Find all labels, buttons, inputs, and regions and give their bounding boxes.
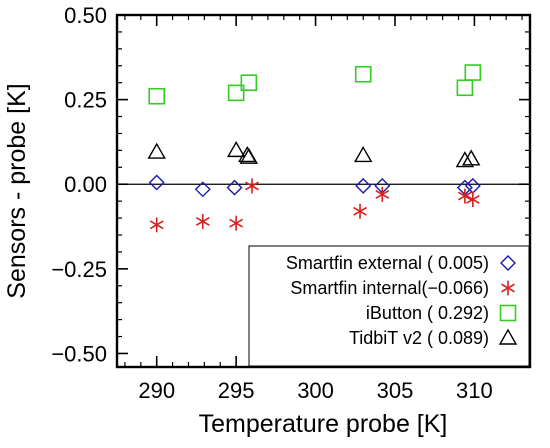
data-point-asterisk: [195, 213, 210, 229]
data-point-triangle: [147, 142, 166, 159]
x-tick-label: 300: [297, 378, 334, 403]
legend-label: Smartfin internal(−0.066): [290, 278, 489, 298]
legend-marker-diamond: [500, 255, 516, 271]
legend-marker-triangle: [498, 328, 518, 345]
legend-label: TidbiT v2 ( 0.089): [349, 328, 489, 348]
x-tick-label: 295: [218, 378, 255, 403]
data-point-square: [456, 79, 474, 97]
tick-labels: 290 295 300 305 310 −0.50 −0.25 0.00 0.25 0.50: [51, 3, 492, 403]
y-tick-label: 0.50: [64, 3, 107, 28]
data-markers: [147, 64, 482, 233]
data-point-triangle: [462, 149, 481, 166]
data-point-square: [464, 64, 482, 81]
data-point-asterisk: [229, 215, 244, 231]
y-tick-label: −0.50: [51, 341, 107, 366]
legend-box: [248, 245, 530, 367]
data-point-asterisk: [465, 191, 480, 207]
legend-marker-asterisk: [501, 280, 515, 296]
data-point-asterisk: [353, 203, 367, 219]
data-point-asterisk: [149, 217, 164, 233]
y-tick-label: 0.00: [64, 172, 107, 197]
data-point-triangle: [239, 147, 259, 164]
data-point-asterisk: [457, 188, 472, 204]
data-point-diamond: [194, 181, 211, 198]
data-point-triangle: [455, 151, 475, 168]
legend-marker-square: [499, 304, 517, 322]
y-axis-title: Sensors - probe [K]: [3, 83, 31, 298]
data-point-diamond: [226, 179, 243, 196]
data-point-diamond: [148, 174, 165, 191]
legend-label: Smartfin external ( 0.005): [286, 253, 489, 273]
data-point-diamond: [355, 177, 372, 194]
y-tick-label: −0.25: [51, 257, 107, 282]
x-tick-label: 305: [377, 378, 414, 403]
data-point-triangle: [354, 146, 373, 163]
legend-label: iButton ( 0.292): [366, 303, 489, 323]
x-tick-label: 310: [456, 378, 493, 403]
data-point-square: [354, 65, 372, 83]
data-point-square: [227, 84, 245, 102]
data-point-asterisk: [245, 178, 259, 194]
x-axis-title: Temperature probe [K]: [199, 410, 448, 438]
data-point-triangle: [238, 146, 257, 163]
plot-frame: [115, 13, 532, 369]
data-point-triangle: [226, 140, 246, 158]
data-point-square: [148, 87, 166, 105]
legend: Smartfin external ( 0.005) Smartfin inter…: [248, 245, 530, 367]
y-tick-label: 0.25: [64, 88, 107, 113]
x-tick-label: 290: [138, 378, 175, 403]
data-point-asterisk: [375, 186, 390, 202]
data-point-square: [240, 74, 258, 91]
